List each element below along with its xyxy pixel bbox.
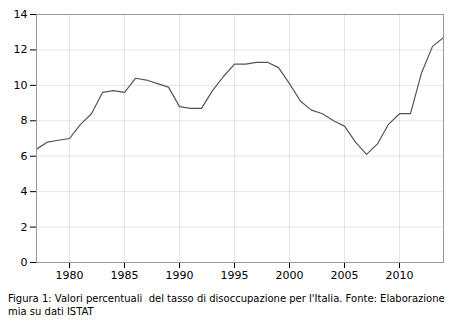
svg-text:6: 6 [21, 150, 28, 163]
svg-text:1990: 1990 [166, 269, 194, 282]
svg-text:12: 12 [14, 43, 28, 56]
svg-text:0: 0 [21, 256, 28, 269]
svg-text:4: 4 [21, 185, 28, 198]
svg-text:2: 2 [21, 221, 28, 234]
svg-text:1995: 1995 [221, 269, 249, 282]
svg-text:2005: 2005 [331, 269, 359, 282]
svg-text:8: 8 [21, 114, 28, 127]
svg-text:1980: 1980 [56, 269, 84, 282]
svg-text:1985: 1985 [111, 269, 139, 282]
svg-text:2000: 2000 [276, 269, 304, 282]
svg-text:2010: 2010 [386, 269, 414, 282]
html-text:Figura 1: Valori percentuali d: Figura 1: Valori percentuali del tasso d… [8, 293, 451, 317]
svg-text:10: 10 [14, 79, 28, 92]
svg-text:14: 14 [14, 8, 28, 21]
